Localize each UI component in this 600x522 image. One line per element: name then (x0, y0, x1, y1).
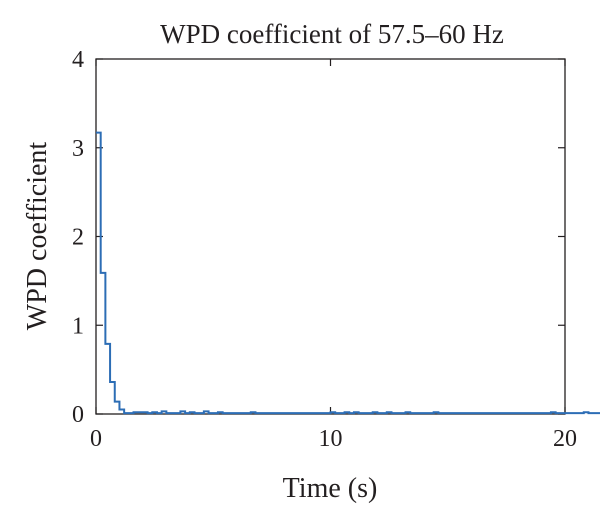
x-tick-label: 0 (90, 426, 102, 452)
y-axis-label: WPD coefficient (22, 142, 53, 331)
y-tick-label: 2 (72, 225, 84, 251)
y-tick-label: 1 (72, 313, 84, 339)
x-axis-label: Time (s) (283, 473, 378, 504)
x-tick-label: 10 (319, 426, 343, 452)
axis-ticks (95, 58, 566, 415)
y-tick-label: 0 (72, 402, 84, 428)
y-tick-label: 4 (72, 47, 84, 73)
tick-labels: 0 10 20 0 1 2 3 4 (72, 47, 577, 452)
chart-title: WPD coefficient of 57.5–60 Hz (160, 19, 504, 49)
plot-area (95, 58, 566, 415)
y-tick-label: 3 (72, 136, 84, 162)
wpd-coefficient-series-line (96, 131, 600, 415)
x-tick-label: 20 (553, 426, 577, 452)
